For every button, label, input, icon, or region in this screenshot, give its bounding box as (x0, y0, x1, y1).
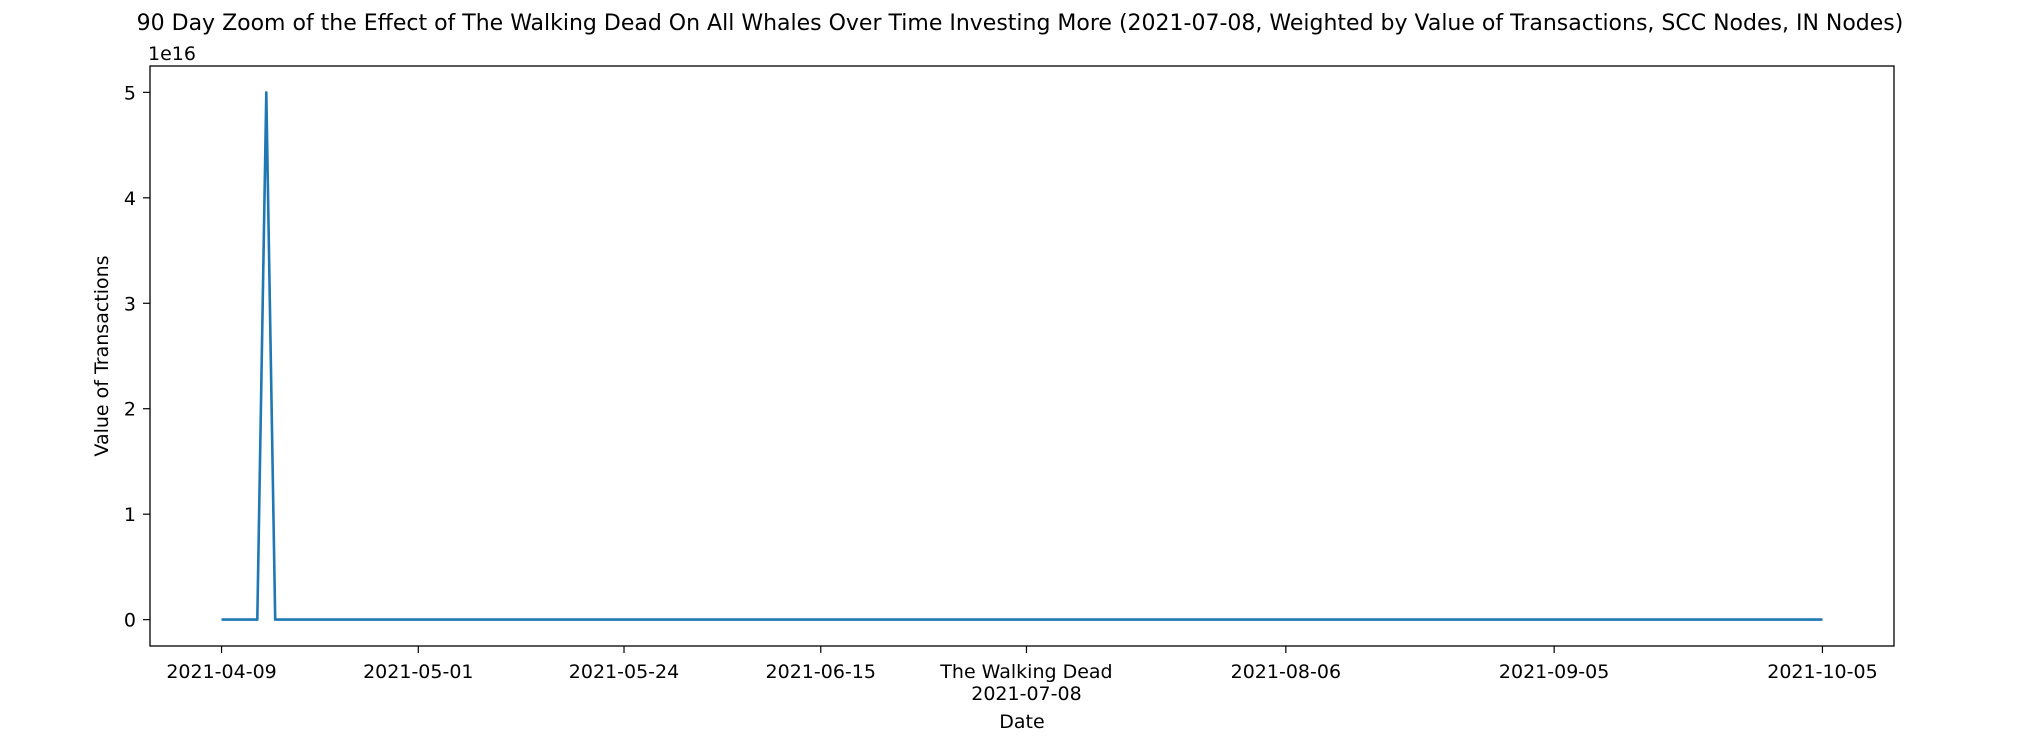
x-tick-label: 2021-08-06 (1231, 661, 1341, 683)
y-tick-label: 1 (124, 504, 136, 526)
x-tick-label: 2021-09-05 (1499, 661, 1609, 683)
y-tick-label: 5 (124, 82, 136, 104)
y-axis-label: Value of Transactions (91, 255, 113, 456)
x-tick-label: 2021-06-15 (766, 661, 876, 683)
plot-frame (149, 65, 1895, 647)
y-axis: 0 1 2 3 4 5 (124, 82, 150, 632)
y-tick-label: 3 (124, 293, 136, 315)
y-offset-text: 1e16 (148, 43, 196, 65)
series-line-0 (221, 91, 1823, 621)
x-tick-label: 2021-10-05 (1767, 661, 1877, 683)
y-tick-label: 0 (124, 610, 136, 632)
x-tick-label: 2021-05-24 (569, 661, 679, 683)
x-axis-label: Date (999, 711, 1044, 733)
chart-title: 90 Day Zoom of the Effect of The Walking… (137, 11, 1904, 36)
plot-area (221, 91, 1823, 621)
x-tick-label: 2021-07-08 (971, 683, 1081, 705)
x-axis: 2021-04-09 2021-05-01 2021-05-24 2021-06-15… (166, 646, 1878, 705)
x-tick-label: 2021-05-01 (363, 661, 473, 683)
x-tick-label: 2021-04-09 (166, 661, 276, 683)
y-tick-label: 4 (124, 188, 136, 210)
y-tick-label: 2 (124, 399, 136, 421)
annotation-label: The Walking Dead (939, 661, 1112, 683)
